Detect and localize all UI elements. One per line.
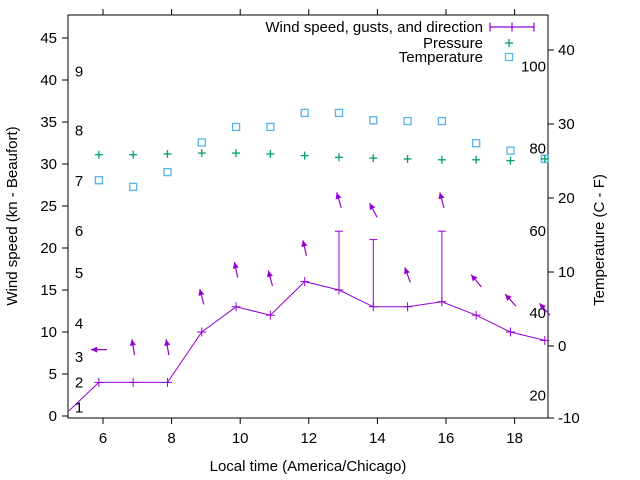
x-tick-label: 18 [506,430,523,447]
temperature-point [94,176,104,185]
wind-speed-line [68,281,545,412]
left-y-axis-title: Wind speed (kn - Beaufort) [4,126,21,305]
left-tick-label: 0 [49,408,57,425]
left-tick-label: 15 [40,282,57,299]
legend-label-temperature: Temperature [399,49,483,66]
wind-direction-arrows [90,192,551,356]
temperature-point [437,116,447,126]
right-tick-label: 10 [558,264,575,281]
legend-markers [489,22,535,62]
temperature-point [300,108,309,118]
right-tick-label: 40 [558,42,575,59]
wind-arrow-head [539,303,546,311]
x-axis-title: Local time (America/Chicago) [210,458,407,475]
beaufort-label: 9 [75,64,83,81]
wind-arrow-head [404,267,410,275]
pressure-series [94,149,549,165]
left-tick-label: 30 [40,156,57,173]
beaufort-label: 6 [75,223,83,240]
x-tick-label: 16 [438,430,455,447]
wind-arrow-head [90,346,98,353]
left-tick-label: 20 [40,240,57,257]
beaufort-label: 5 [75,265,83,282]
legend-label-wind: Wind speed, gusts, and direction [265,19,483,36]
temperature-point [197,138,206,147]
left-tick-label: 10 [40,324,57,341]
plot-frame [67,14,549,419]
fahrenheit-label: 60 [529,223,546,240]
beaufort-label: 8 [75,122,83,139]
wind-arrow-head [438,192,445,200]
x-tick-label: 6 [99,430,107,447]
beaufort-label: 3 [75,349,83,366]
right-tick-label: 20 [558,190,575,207]
wind-arrow-head [164,339,171,346]
temperature-point [163,167,172,177]
wind-arrow-head [267,270,273,278]
legend-temperature-marker [504,52,514,62]
wind-arrow-head [505,294,512,301]
temperature-point [129,182,138,192]
wind-arrow-head [369,203,376,211]
temperature-point [506,146,515,155]
wind-arrow-head [335,192,342,200]
x-tick-label: 8 [167,430,175,447]
right-y-axis-title: Temperature (C - F) [591,174,608,306]
right-tick-label: -10 [558,410,580,427]
wind-arrow-head [129,339,136,346]
left-tick-label: 35 [40,114,57,131]
x-tick-label: 10 [232,430,249,447]
legend: Wind speed, gusts, and direction Pressur… [265,19,535,66]
fahrenheit-label: 100 [521,58,546,75]
axis-tick-labels: 6 8 10 12 14 16 18051015202530354045-100102030… [40,30,579,447]
temperature-point [369,116,378,125]
left-tick-label: 25 [40,198,57,215]
right-tick-label: 30 [558,116,575,133]
fahrenheit-label: 20 [529,387,546,404]
beaufort-label: 4 [75,316,83,333]
temperature-point [334,108,344,118]
beaufort-label: 7 [75,173,83,190]
temperature-point [403,116,412,126]
wind-speed-series [68,277,550,412]
temperature-point [266,122,275,132]
temperature-point [472,139,481,148]
right-tick-label: 0 [558,338,566,355]
wind-arrow-head [301,240,308,248]
wind-arrow-head [232,262,239,269]
temperature-series [94,108,549,192]
left-tick-label: 45 [40,30,57,47]
beaufort-scale-labels: 1 2 3 4 5 6 7 8 9 [75,64,83,417]
wind-arrow-head [198,288,205,296]
wind-arrow-head [471,274,478,282]
legend-label-pressure: Pressure [423,35,483,52]
axis-ticks [62,9,554,424]
left-tick-label: 5 [49,366,57,383]
beaufort-label: 2 [75,374,83,391]
temperature-point [231,122,241,132]
x-tick-label: 14 [369,430,386,447]
beaufort-label: 1 [75,400,83,417]
left-tick-label: 40 [40,72,57,89]
fahrenheit-label: 80 [529,141,546,158]
plot-border [67,14,549,419]
x-tick-label: 12 [300,430,317,447]
wind-gust-bars [334,230,446,307]
